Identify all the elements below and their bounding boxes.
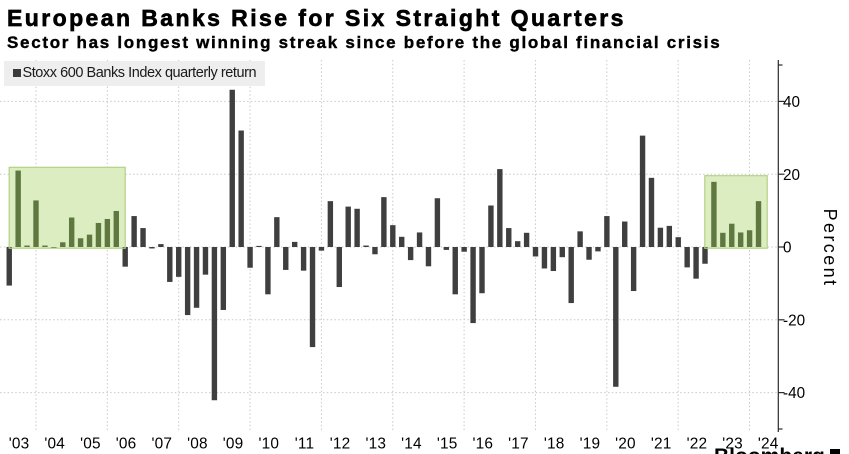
- svg-text:40: 40: [783, 94, 800, 111]
- svg-text:'04: '04: [44, 435, 65, 452]
- svg-text:'08: '08: [187, 435, 208, 452]
- svg-text:'23: '23: [722, 435, 743, 452]
- svg-text:Percent: Percent: [820, 209, 840, 288]
- svg-text:20: 20: [783, 167, 800, 184]
- svg-text:'22: '22: [687, 435, 708, 452]
- svg-text:'06: '06: [116, 435, 137, 452]
- svg-text:-20: -20: [783, 312, 805, 329]
- svg-text:'21: '21: [651, 435, 672, 452]
- svg-text:'17: '17: [508, 435, 529, 452]
- svg-text:'03: '03: [9, 435, 30, 452]
- svg-text:'20: '20: [615, 435, 636, 452]
- svg-text:'05: '05: [80, 435, 101, 452]
- svg-text:'10: '10: [258, 435, 279, 452]
- svg-text:'16: '16: [472, 435, 493, 452]
- svg-text:'09: '09: [223, 435, 244, 452]
- svg-text:'14: '14: [401, 435, 422, 452]
- svg-text:'19: '19: [580, 435, 601, 452]
- svg-text:-40: -40: [783, 385, 805, 402]
- svg-text:'15: '15: [437, 435, 458, 452]
- svg-text:'24: '24: [758, 435, 779, 452]
- svg-text:'11: '11: [295, 435, 315, 452]
- svg-text:'13: '13: [365, 435, 386, 452]
- svg-text:0: 0: [783, 240, 792, 257]
- svg-text:'07: '07: [151, 435, 172, 452]
- svg-text:'18: '18: [544, 435, 565, 452]
- svg-text:'12: '12: [330, 435, 351, 452]
